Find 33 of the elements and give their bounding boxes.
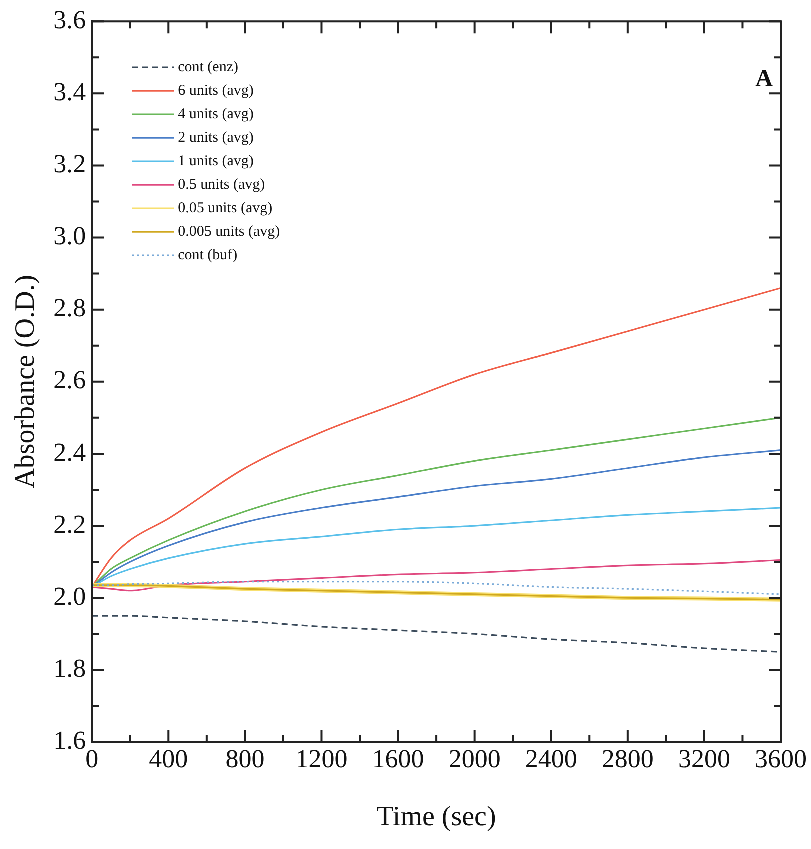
x-tick-label: 3600 (755, 744, 807, 774)
x-tick-label: 2000 (448, 744, 501, 774)
y-tick-label: 3.2 (54, 150, 86, 179)
legend-label: 1 units (avg) (178, 154, 254, 170)
legend-label: 6 units (avg) (178, 83, 254, 100)
legend-label: 0.5 units (avg) (178, 177, 266, 194)
y-tick-label: 3.0 (54, 222, 86, 251)
x-axis-title: Time (sec) (376, 802, 496, 833)
y-tick-label: 1.8 (54, 654, 86, 683)
legend-label: cont (buf) (178, 248, 238, 264)
x-tick-label: 400 (149, 744, 188, 774)
y-axis-title: Absorbance (O.D.) (10, 274, 42, 489)
legend-label: 0.05 units (avg) (178, 200, 273, 217)
x-tick-label: 0 (86, 744, 99, 774)
annotation: A (756, 66, 774, 92)
legend-label: cont (enz) (178, 60, 238, 76)
y-tick-label: 2.2 (54, 510, 86, 539)
x-tick-label: 2800 (602, 744, 654, 774)
y-tick-label: 3.4 (54, 77, 86, 106)
y-tick-label: 2.8 (54, 294, 86, 323)
y-tick-label: 3.6 (54, 5, 86, 34)
y-tick-label: 2.0 (54, 582, 86, 611)
x-tick-label: 2400 (525, 744, 578, 774)
x-tick-label: 800 (226, 744, 265, 774)
y-tick-label: 2.4 (54, 438, 86, 467)
legend-label: 2 units (avg) (178, 130, 254, 146)
legend-label: 0.005 units (avg) (178, 224, 280, 240)
y-tick-label: 2.6 (54, 366, 86, 395)
x-tick-label: 1600 (372, 744, 424, 774)
x-tick-label: 1200 (296, 744, 348, 774)
y-tick-label: 1.6 (54, 726, 86, 756)
x-tick-label: 3200 (678, 744, 730, 774)
legend-label: 4 units (avg) (178, 106, 254, 123)
